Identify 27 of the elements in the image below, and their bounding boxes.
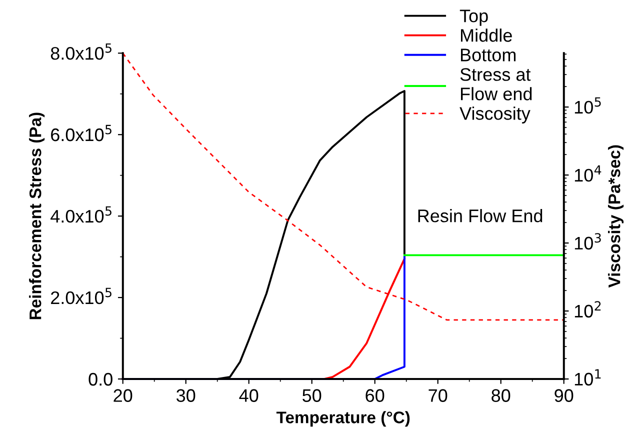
x-axis-title: Temperature (°C) [276,411,410,427]
legend-label: Stress at Flow end [460,68,532,100]
legend-label: Top [460,10,488,26]
y-tick-label: 0.0 [88,372,112,386]
x-tick-label: 20 [114,389,132,402]
y-axis-title: Reinforcement Stress (Pa) [29,112,45,320]
y-tick-label: 8.0x10$^{5}$ [50,43,112,60]
legend-label: Viscosity [460,106,530,124]
y-tick-label: 2.0x10$^{5}$ [51,288,112,304]
y-tick-label: 6.0x10$^{5}$ [51,124,112,142]
legend-label: Bottom [460,48,516,62]
y2-tick-label: 10$^{2}$ [574,301,601,318]
x-tick-label: 70 [428,389,448,402]
x-tick-label: 50 [302,389,322,402]
x-tick-label: 60 [366,389,384,402]
x-tick-label: 30 [176,389,196,402]
legend-label: Middle [460,28,512,42]
x-tick-label: 40 [239,389,258,402]
x-tick-label: 80 [492,389,510,402]
annotation: Resin Flow End [418,209,542,222]
y2-tick-label: 10$^{4}$ [574,165,602,182]
y2-axis-title: Viscosity (Pa*sec) [608,145,624,288]
y2-tick-label: 10$^{1}$ [574,369,601,386]
y2-tick-label: 10$^{3}$ [574,233,601,250]
y2-tick-label: 10$^{5}$ [574,97,601,114]
x-tick-label: 90 [554,389,574,402]
y-tick-label: 4.0x10$^{5}$ [50,206,112,223]
